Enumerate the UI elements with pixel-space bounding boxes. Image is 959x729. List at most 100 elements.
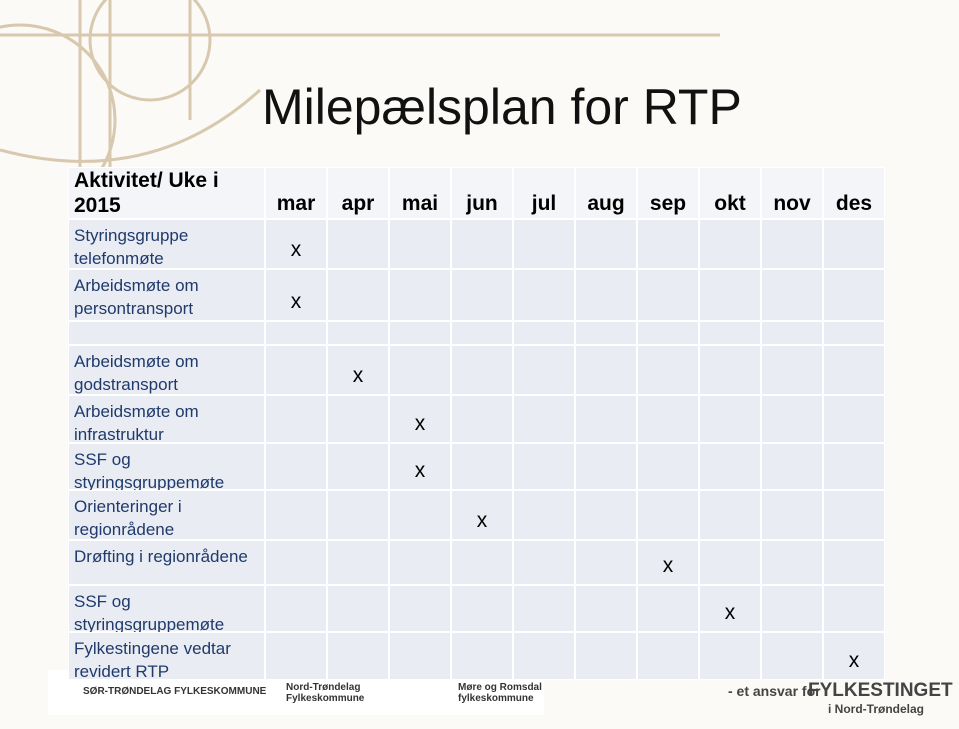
mark-cell: [265, 395, 327, 443]
activity-cell: Styringsgruppe telefonmøte: [68, 219, 265, 269]
mark-cell: [327, 540, 389, 585]
mark-cell: [575, 395, 637, 443]
mark-cell: [761, 269, 823, 321]
month-header: aug: [575, 167, 637, 219]
mark-cell: [389, 269, 451, 321]
mark-cell: [761, 395, 823, 443]
mark-cell: x: [637, 540, 699, 585]
mark-cell: [265, 540, 327, 585]
mark-cell: [761, 345, 823, 395]
mark-cell: [513, 490, 575, 540]
mark-cell: [513, 395, 575, 443]
month-header: des: [823, 167, 885, 219]
mark-cell: [451, 219, 513, 269]
mark-cell: [575, 540, 637, 585]
mark-cell: [823, 269, 885, 321]
logo-text: Møre og Romsdal fylkeskommune: [458, 682, 542, 704]
mark-cell: [327, 321, 389, 345]
activity-cell: SSF og styringsgruppemøte: [68, 443, 265, 492]
mark-cell: [699, 269, 761, 321]
mark-cell: [575, 345, 637, 395]
mark-cell: [327, 443, 389, 490]
mark-cell: [823, 395, 885, 443]
activity-cell: [68, 321, 265, 345]
mark-cell: [389, 345, 451, 395]
mark-cell: x: [265, 219, 327, 269]
mark-cell: [823, 321, 885, 345]
mark-cell: [637, 490, 699, 540]
mark-cell: [327, 269, 389, 321]
activity-cell: Drøfting i regionrådene: [68, 540, 265, 585]
mark-cell: [637, 345, 699, 395]
mark-cell: [637, 269, 699, 321]
mark-cell: [327, 395, 389, 443]
mark-cell: [265, 345, 327, 395]
mark-cell: [327, 585, 389, 632]
mark-cell: [575, 585, 637, 632]
mark-cell: [637, 585, 699, 632]
activity-cell: SSF og styringsgruppemøte: [68, 585, 265, 634]
month-header: mar: [265, 167, 327, 219]
mark-cell: [513, 321, 575, 345]
mark-cell: [637, 443, 699, 490]
mark-cell: [451, 585, 513, 632]
mark-cell: [451, 269, 513, 321]
mark-cell: [761, 540, 823, 585]
mark-cell: [575, 490, 637, 540]
mark-cell: [265, 321, 327, 345]
mark-cell: x: [823, 632, 885, 680]
month-header: apr: [327, 167, 389, 219]
mark-cell: [699, 321, 761, 345]
header-cell: Aktivitet/ Uke i 2015: [68, 167, 265, 219]
mark-cell: [575, 219, 637, 269]
mark-cell: [823, 490, 885, 540]
mark-cell: [327, 219, 389, 269]
mark-cell: [637, 321, 699, 345]
month-header: sep: [637, 167, 699, 219]
month-header: mai: [389, 167, 451, 219]
month-header: jun: [451, 167, 513, 219]
mark-cell: [389, 632, 451, 680]
mark-cell: [699, 632, 761, 680]
mark-cell: x: [265, 269, 327, 321]
mark-cell: [451, 540, 513, 585]
mark-cell: [699, 345, 761, 395]
mark-cell: [389, 540, 451, 585]
mark-cell: [575, 269, 637, 321]
mark-cell: [451, 395, 513, 443]
mark-cell: [265, 632, 327, 680]
mark-cell: [761, 490, 823, 540]
mark-cell: [389, 321, 451, 345]
mark-cell: [637, 632, 699, 680]
activity-cell: Arbeidsmøte om persontransport: [68, 269, 265, 321]
mark-cell: [699, 443, 761, 490]
mark-cell: [513, 443, 575, 490]
mark-cell: x: [389, 395, 451, 443]
mark-cell: [265, 443, 327, 490]
mark-cell: [513, 219, 575, 269]
logo-text: SØR-TRØNDELAG FYLKESKOMMUNE: [83, 686, 267, 697]
mark-cell: [451, 321, 513, 345]
mark-cell: [389, 219, 451, 269]
mark-cell: [451, 345, 513, 395]
logo-text: Nord-Trøndelag Fylkeskommune: [286, 682, 365, 704]
mark-cell: [327, 632, 389, 680]
activity-cell: Orienteringer i regionrådene: [68, 490, 265, 540]
mark-cell: [513, 345, 575, 395]
mark-cell: [451, 632, 513, 680]
mark-cell: [637, 395, 699, 443]
mark-cell: [823, 443, 885, 490]
mark-cell: [575, 632, 637, 680]
mark-cell: [389, 490, 451, 540]
tagline: - et ansvar for: [728, 683, 821, 699]
activity-cell: Arbeidsmøte om godstransport: [68, 345, 265, 395]
mark-cell: x: [389, 443, 451, 490]
mark-cell: [761, 585, 823, 632]
mark-cell: [699, 540, 761, 585]
decoration: [0, 0, 720, 190]
activity-cell: Fylkestingene vedtar revidert RTP: [68, 632, 265, 681]
mark-cell: [823, 585, 885, 632]
month-header: okt: [699, 167, 761, 219]
activity-cell: Arbeidsmøte om infrastruktur: [68, 395, 265, 444]
